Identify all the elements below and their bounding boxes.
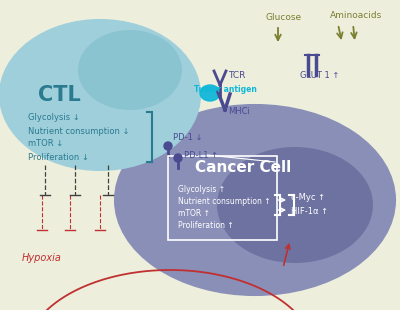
Text: c-Myc ↑: c-Myc ↑ bbox=[291, 193, 325, 202]
Text: mTOR ↑: mTOR ↑ bbox=[178, 210, 210, 219]
Circle shape bbox=[174, 154, 182, 162]
Text: Cancer Cell: Cancer Cell bbox=[195, 161, 291, 175]
Text: PD-1 ↓: PD-1 ↓ bbox=[173, 132, 202, 141]
Text: PD-L1 ↑: PD-L1 ↑ bbox=[184, 150, 218, 160]
Ellipse shape bbox=[78, 30, 182, 110]
Ellipse shape bbox=[217, 147, 373, 263]
Circle shape bbox=[164, 142, 172, 150]
Text: mTOR ↓: mTOR ↓ bbox=[28, 140, 63, 148]
Ellipse shape bbox=[0, 20, 200, 170]
Text: Nutrient consumption ↓: Nutrient consumption ↓ bbox=[28, 126, 130, 135]
Text: MHCi: MHCi bbox=[228, 108, 250, 117]
Text: Aminoacids: Aminoacids bbox=[330, 11, 382, 20]
Text: TCR: TCR bbox=[228, 70, 245, 79]
Text: Hypoxia: Hypoxia bbox=[22, 253, 62, 263]
Text: Glycolysis ↓: Glycolysis ↓ bbox=[28, 113, 80, 122]
Text: Nutrient consumption ↑: Nutrient consumption ↑ bbox=[178, 197, 271, 206]
Text: CTL: CTL bbox=[38, 85, 81, 105]
Text: HIF-1α ↑: HIF-1α ↑ bbox=[291, 207, 328, 216]
Text: Proliferation ↓: Proliferation ↓ bbox=[28, 153, 89, 162]
Text: Proliferation ↑: Proliferation ↑ bbox=[178, 222, 234, 231]
Ellipse shape bbox=[200, 85, 220, 101]
Text: GLUT 1 ↑: GLUT 1 ↑ bbox=[300, 70, 339, 79]
Text: Glycolysis ↑: Glycolysis ↑ bbox=[178, 185, 225, 194]
Text: Tumor antigen: Tumor antigen bbox=[194, 86, 257, 95]
Text: Glucose: Glucose bbox=[265, 14, 301, 23]
Ellipse shape bbox=[115, 105, 395, 295]
